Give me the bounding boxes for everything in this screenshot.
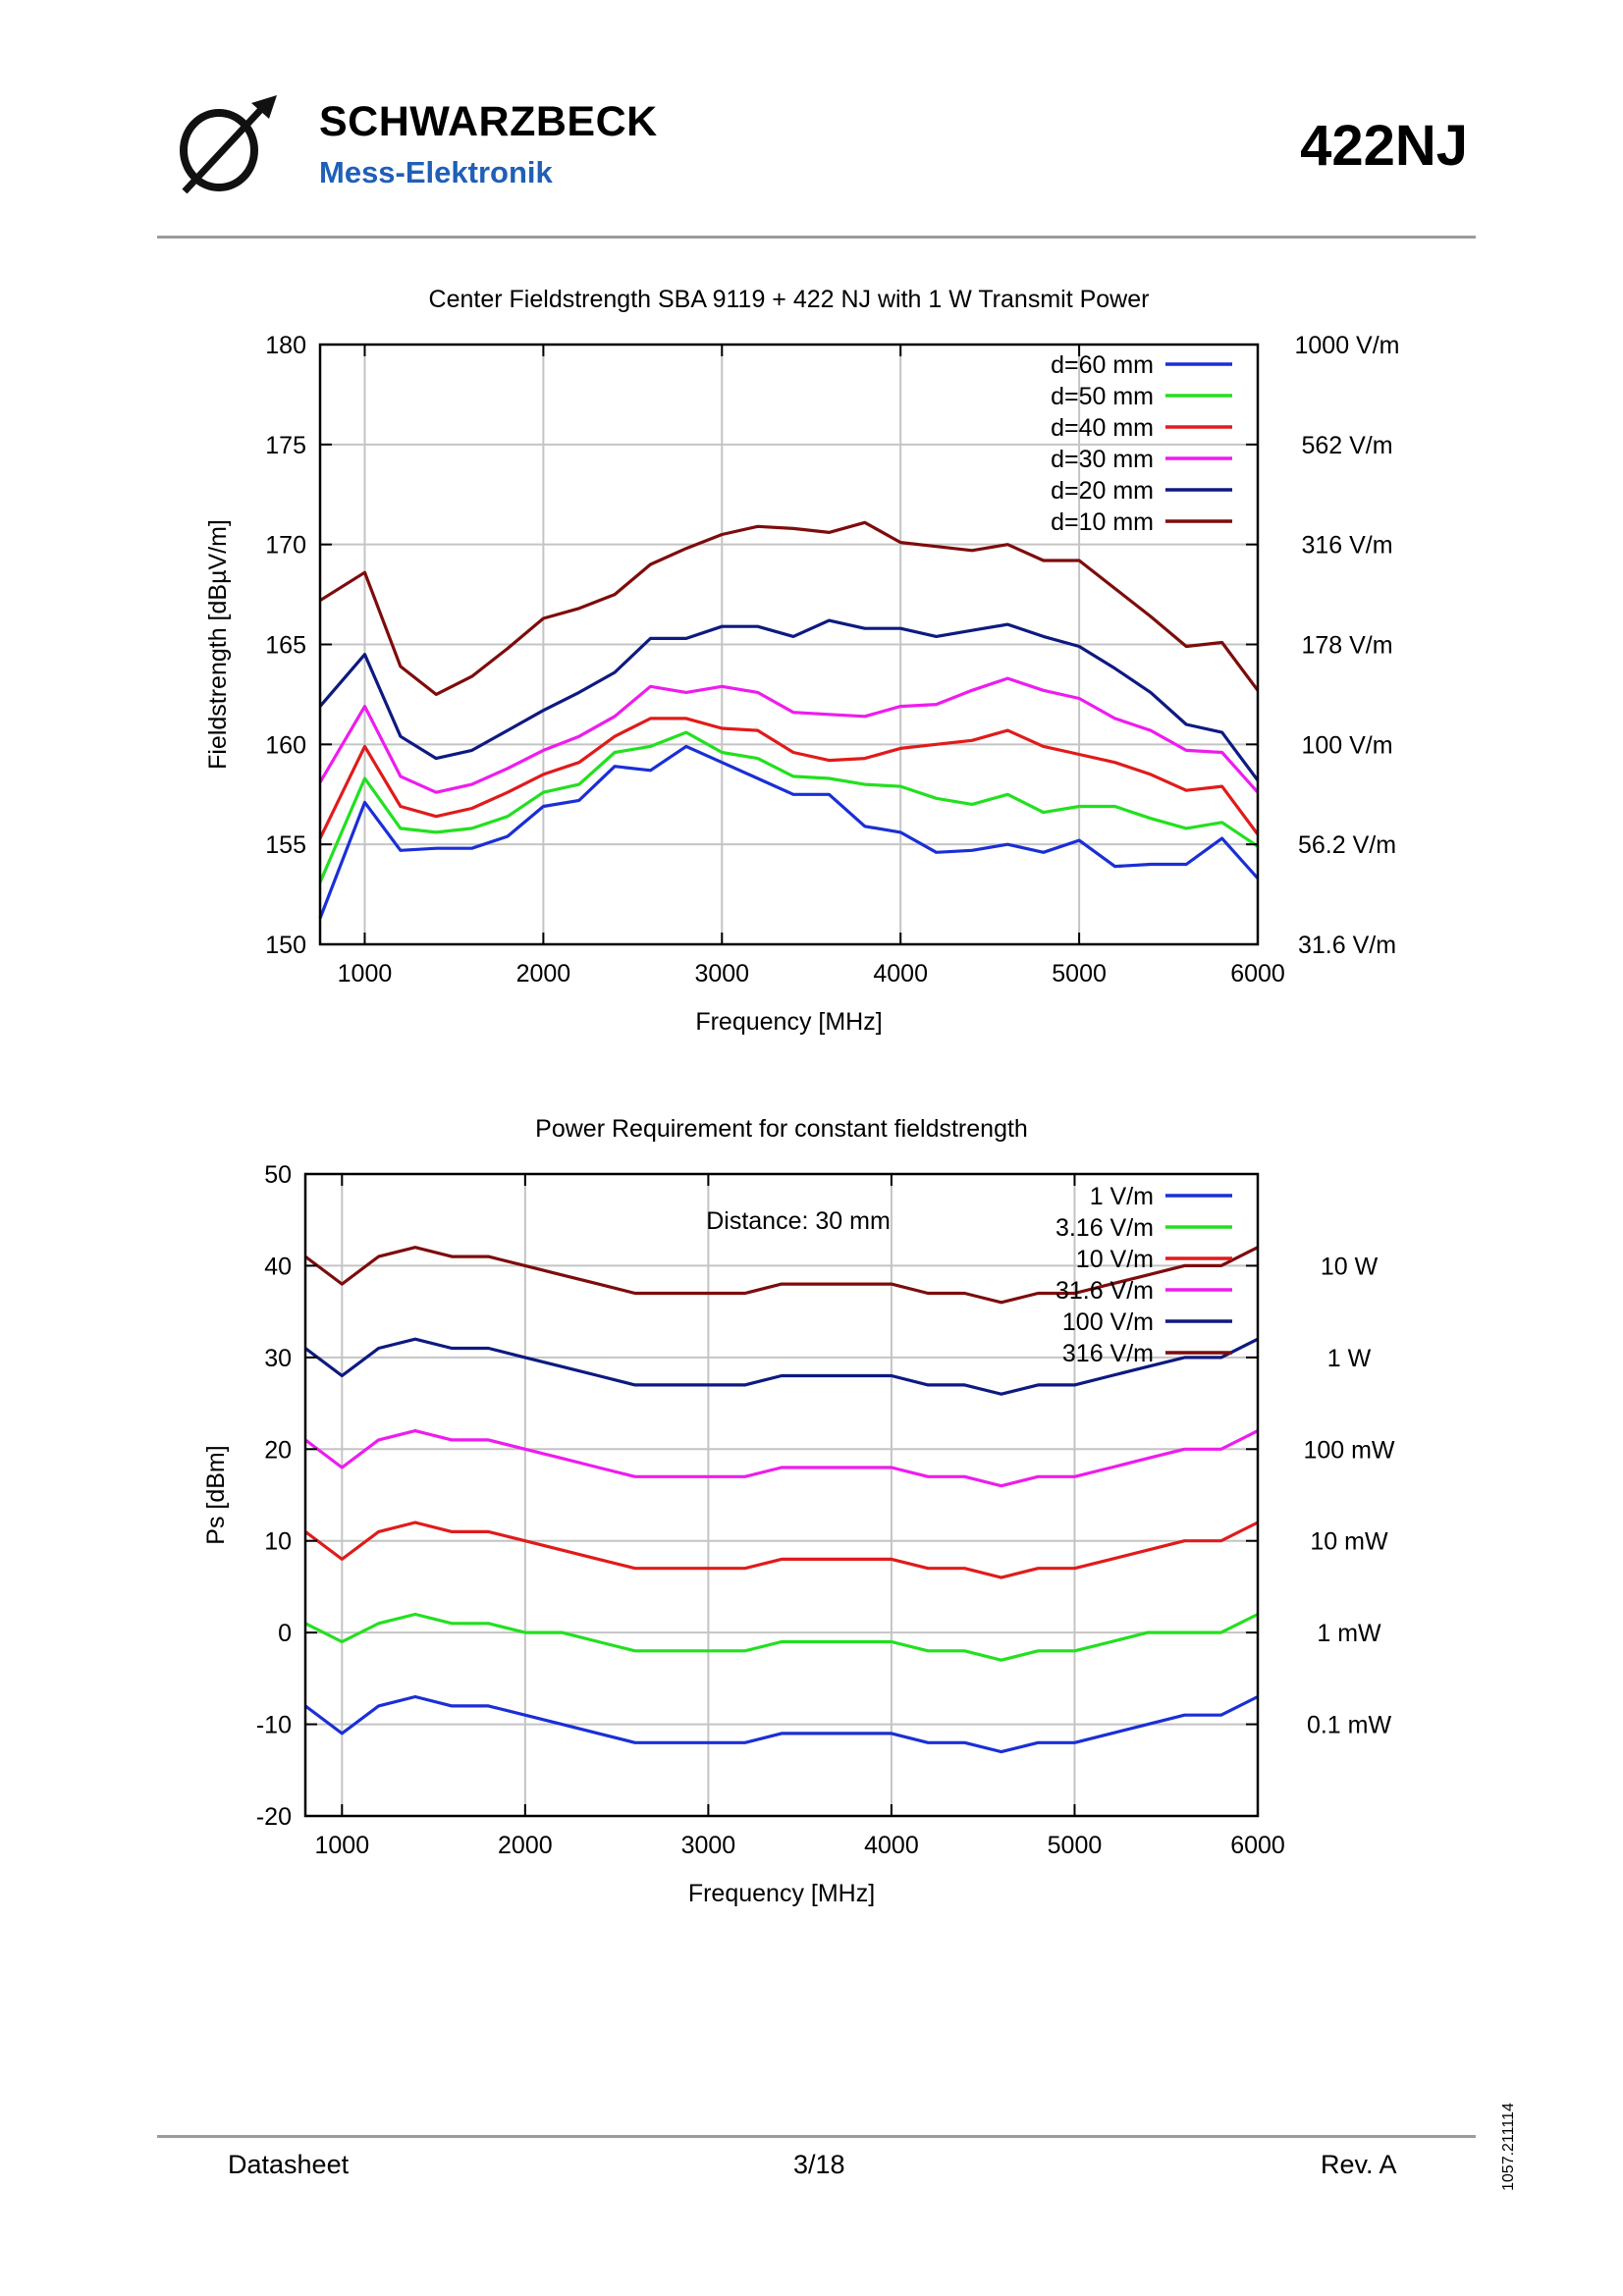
x-tick-label: 4000 <box>864 1832 919 1859</box>
series-line-5 <box>304 1337 1259 1396</box>
fieldstrength-chart: 1000 2000 3000 4000 5000 6000 150 155 160 165 170 1… <box>204 286 1400 1036</box>
legend-label: d=60 mm <box>1051 351 1154 379</box>
x-tick-label: 1000 <box>314 1832 369 1859</box>
power-requirement-chart: 1000 2000 3000 4000 5000 6000 -20 -10 0 10 20 30 40 5… <box>202 1115 1395 1907</box>
y-tick-label: 155 <box>265 831 306 859</box>
y-tick-label: 165 <box>265 632 306 660</box>
legend-label: d=40 mm <box>1051 414 1154 442</box>
y-axis-label: Fieldstrength [dBµV/m] <box>204 519 232 770</box>
x-tick-label: 5000 <box>1052 960 1107 988</box>
x-tick-label: 2000 <box>498 1832 553 1859</box>
series-line-4 <box>318 676 1260 794</box>
chart-title: Center Fieldstrength SBA 9119 + 422 NJ w… <box>429 286 1150 313</box>
y-tick-label: 20 <box>264 1436 292 1464</box>
right-axis-label: 10 mW <box>1310 1528 1388 1556</box>
series-line-6 <box>319 520 1260 697</box>
brand-name: SCHWARZBECK <box>319 98 658 145</box>
footer-revision: Rev. A <box>1321 2150 1397 2179</box>
legend-label: 316 V/m <box>1062 1340 1154 1367</box>
series-line-1 <box>304 1694 1259 1754</box>
right-axis-label: 562 V/m <box>1301 432 1392 459</box>
x-axis-label: Frequency [MHz] <box>688 1880 875 1907</box>
x-axis-label: Frequency [MHz] <box>695 1008 882 1036</box>
legend-label: d=20 mm <box>1051 477 1154 505</box>
y-tick-label: 40 <box>264 1253 292 1280</box>
right-axis-label: 10 W <box>1321 1253 1379 1280</box>
header-divider <box>157 236 1476 239</box>
chart-annotation: Distance: 30 mm <box>706 1207 891 1235</box>
document-id: 422NJ <box>1300 114 1468 178</box>
document-code: 1057.211114 <box>1500 2103 1517 2191</box>
series-line-2 <box>304 1612 1259 1662</box>
x-tick-label: 3000 <box>694 960 749 988</box>
y-tick-label: 50 <box>264 1161 292 1189</box>
series-line-6 <box>304 1246 1259 1305</box>
series-line-2 <box>318 730 1259 883</box>
right-axis-label: 316 V/m <box>1301 532 1392 560</box>
legend-label: 10 V/m <box>1076 1246 1154 1273</box>
legend-label: 100 V/m <box>1062 1308 1154 1336</box>
series-line-5 <box>318 618 1260 781</box>
series-line-4 <box>304 1428 1259 1488</box>
legend-label: 31.6 V/m <box>1055 1277 1154 1305</box>
y-tick-label: 160 <box>265 731 306 759</box>
schwarzbeck-logo-icon <box>180 95 277 194</box>
right-axis-label: 1 mW <box>1317 1620 1381 1647</box>
right-axis-label: 1000 V/m <box>1294 332 1399 359</box>
plot-frame <box>303 1172 1260 1818</box>
y-tick-label: 170 <box>265 532 306 560</box>
legend-label: d=10 mm <box>1051 508 1154 536</box>
y-tick-label: -10 <box>256 1712 292 1739</box>
right-axis-label: 100 V/m <box>1301 731 1392 759</box>
right-axis-label: 31.6 V/m <box>1298 932 1396 959</box>
x-tick-label: 1000 <box>338 960 393 988</box>
y-tick-label: 175 <box>265 432 306 459</box>
y-tick-label: 10 <box>264 1528 292 1556</box>
footer-left-label: Datasheet <box>228 2150 350 2179</box>
x-tick-label: 6000 <box>1230 1832 1285 1859</box>
legend-label: 1 V/m <box>1090 1183 1154 1210</box>
y-tick-label: 30 <box>264 1345 292 1372</box>
x-tick-label: 5000 <box>1048 1832 1103 1859</box>
x-tick-label: 3000 <box>681 1832 736 1859</box>
right-axis-label: 0.1 mW <box>1307 1712 1392 1739</box>
legend-label: d=30 mm <box>1051 446 1154 473</box>
y-tick-label: -20 <box>256 1803 292 1831</box>
series-line-3 <box>318 717 1260 839</box>
legend-label: d=50 mm <box>1051 383 1154 410</box>
right-axis-label: 1 W <box>1327 1345 1372 1372</box>
x-tick-label: 6000 <box>1230 960 1285 988</box>
legend-label: 3.16 V/m <box>1055 1214 1154 1242</box>
right-axis-label: 178 V/m <box>1301 632 1392 660</box>
brand-subtitle: Mess-Elektronik <box>319 155 553 189</box>
chart-title: Power Requirement for constant fieldstre… <box>535 1115 1028 1143</box>
series-line-1 <box>318 744 1260 920</box>
right-axis-label: 56.2 V/m <box>1298 831 1396 859</box>
footer-page-number: 3/18 <box>793 2150 845 2179</box>
footer-divider <box>157 2135 1476 2138</box>
y-axis-label: Ps [dBm] <box>202 1445 230 1544</box>
x-tick-label: 4000 <box>873 960 928 988</box>
y-tick-label: 180 <box>265 332 306 359</box>
right-axis-label: 100 mW <box>1303 1436 1394 1464</box>
y-tick-label: 150 <box>265 932 306 959</box>
x-tick-label: 2000 <box>516 960 571 988</box>
series-line-3 <box>304 1521 1259 1579</box>
y-tick-label: 0 <box>278 1620 292 1647</box>
